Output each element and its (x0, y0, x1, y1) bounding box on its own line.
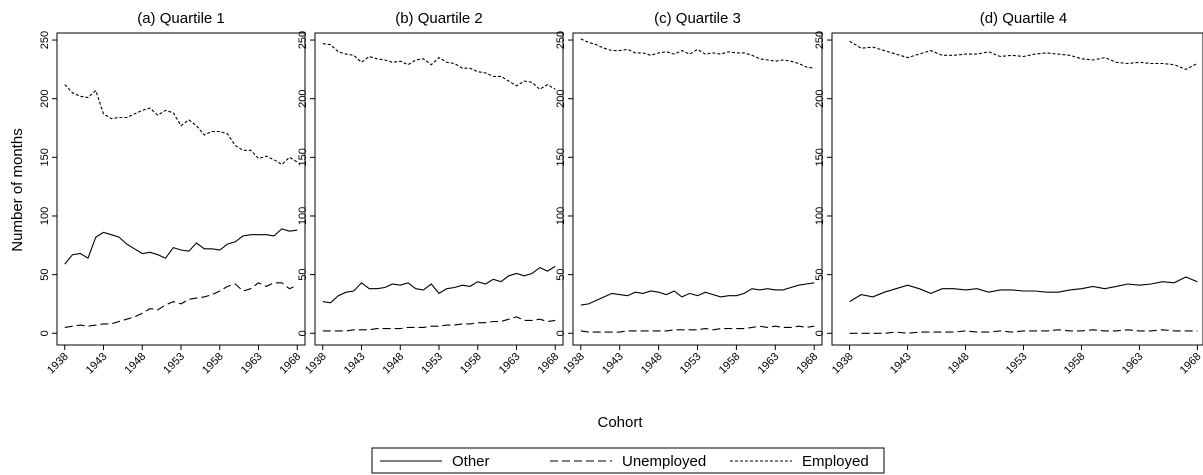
y-tick-label: 0 (814, 330, 826, 336)
x-tick-label: 1963 (1120, 351, 1146, 377)
x-tick-label: 1963 (497, 351, 523, 377)
plot-frame (56, 32, 306, 346)
x-tick-label: 1958 (1062, 351, 1088, 377)
y-tick-label: 50 (555, 268, 567, 280)
x-tick-label: 1968 (1178, 351, 1203, 377)
x-tick-label: 1953 (678, 351, 704, 377)
legend-label: Unemployed (622, 453, 706, 470)
x-tick-label: 1943 (84, 351, 110, 377)
y-tick-label: 150 (555, 148, 567, 166)
y-tick-label: 100 (39, 207, 51, 225)
y-tick-label: 250 (555, 31, 567, 49)
x-tick-label: 1943 (888, 351, 914, 377)
y-tick-label: 250 (39, 31, 51, 49)
x-tick-label: 1953 (1004, 351, 1030, 377)
series-line (580, 282, 815, 306)
y-tick-label: 150 (39, 148, 51, 166)
y-tick-label: 50 (297, 268, 309, 280)
y-tick-label: 250 (297, 31, 309, 49)
x-tick-label: 1938 (830, 351, 856, 377)
x-tick-label: 1958 (200, 351, 226, 377)
y-tick-label: 250 (814, 31, 826, 49)
legend-box (371, 447, 885, 474)
x-tick-label: 1948 (381, 351, 407, 377)
series-line (64, 84, 298, 166)
series-line (580, 325, 815, 333)
panel-title: (c) Quartile 3 (654, 10, 741, 27)
y-tick-label: 50 (814, 268, 826, 280)
x-tick-label: 1948 (946, 351, 972, 377)
x-tick-label: 1938 (45, 351, 71, 377)
panel-title: (d) Quartile 4 (980, 10, 1068, 27)
x-tick-label: 1948 (123, 351, 149, 377)
x-tick-label: 1963 (239, 351, 265, 377)
x-tick-label: 1953 (419, 351, 445, 377)
series-line (322, 43, 556, 90)
x-tick-label: 1948 (639, 351, 665, 377)
y-tick-label: 200 (39, 90, 51, 108)
y-axis-label: Number of months (9, 128, 26, 251)
x-tick-label: 1963 (756, 351, 782, 377)
x-tick-label: 1968 (536, 351, 562, 377)
series-line (64, 228, 298, 265)
x-tick-label: 1943 (600, 351, 626, 377)
y-tick-label: 200 (297, 90, 309, 108)
panel-title: (b) Quartile 2 (395, 10, 483, 27)
x-tick-label: 1943 (342, 351, 368, 377)
x-tick-label: 1938 (303, 351, 329, 377)
x-axis-label: Cohort (597, 414, 643, 431)
legend-label: Employed (802, 453, 869, 470)
y-tick-label: 100 (555, 207, 567, 225)
plot-frame (831, 32, 1203, 346)
x-tick-label: 1968 (278, 351, 304, 377)
y-tick-label: 150 (814, 148, 826, 166)
y-tick-label: 0 (297, 330, 309, 336)
y-tick-label: 150 (297, 148, 309, 166)
x-tick-label: 1953 (161, 351, 187, 377)
x-tick-label: 1968 (795, 351, 821, 377)
y-tick-label: 0 (555, 330, 567, 336)
y-tick-label: 100 (297, 207, 309, 225)
plot-frame (572, 32, 823, 346)
legend-label: Other (452, 453, 490, 470)
y-tick-label: 200 (814, 90, 826, 108)
series-line (64, 282, 298, 328)
y-tick-label: 50 (39, 268, 51, 280)
series-line (849, 276, 1198, 303)
y-tick-label: 200 (555, 90, 567, 108)
panel-title: (a) Quartile 1 (137, 10, 225, 27)
x-tick-label: 1958 (717, 351, 743, 377)
plot-frame (314, 32, 564, 346)
y-tick-label: 100 (814, 207, 826, 225)
series-line (849, 40, 1198, 71)
x-tick-label: 1958 (458, 351, 484, 377)
series-line (849, 329, 1198, 334)
series-line (580, 38, 815, 69)
series-line (322, 316, 556, 332)
x-tick-label: 1938 (561, 351, 587, 377)
series-line (322, 265, 556, 304)
y-tick-label: 0 (39, 330, 51, 336)
